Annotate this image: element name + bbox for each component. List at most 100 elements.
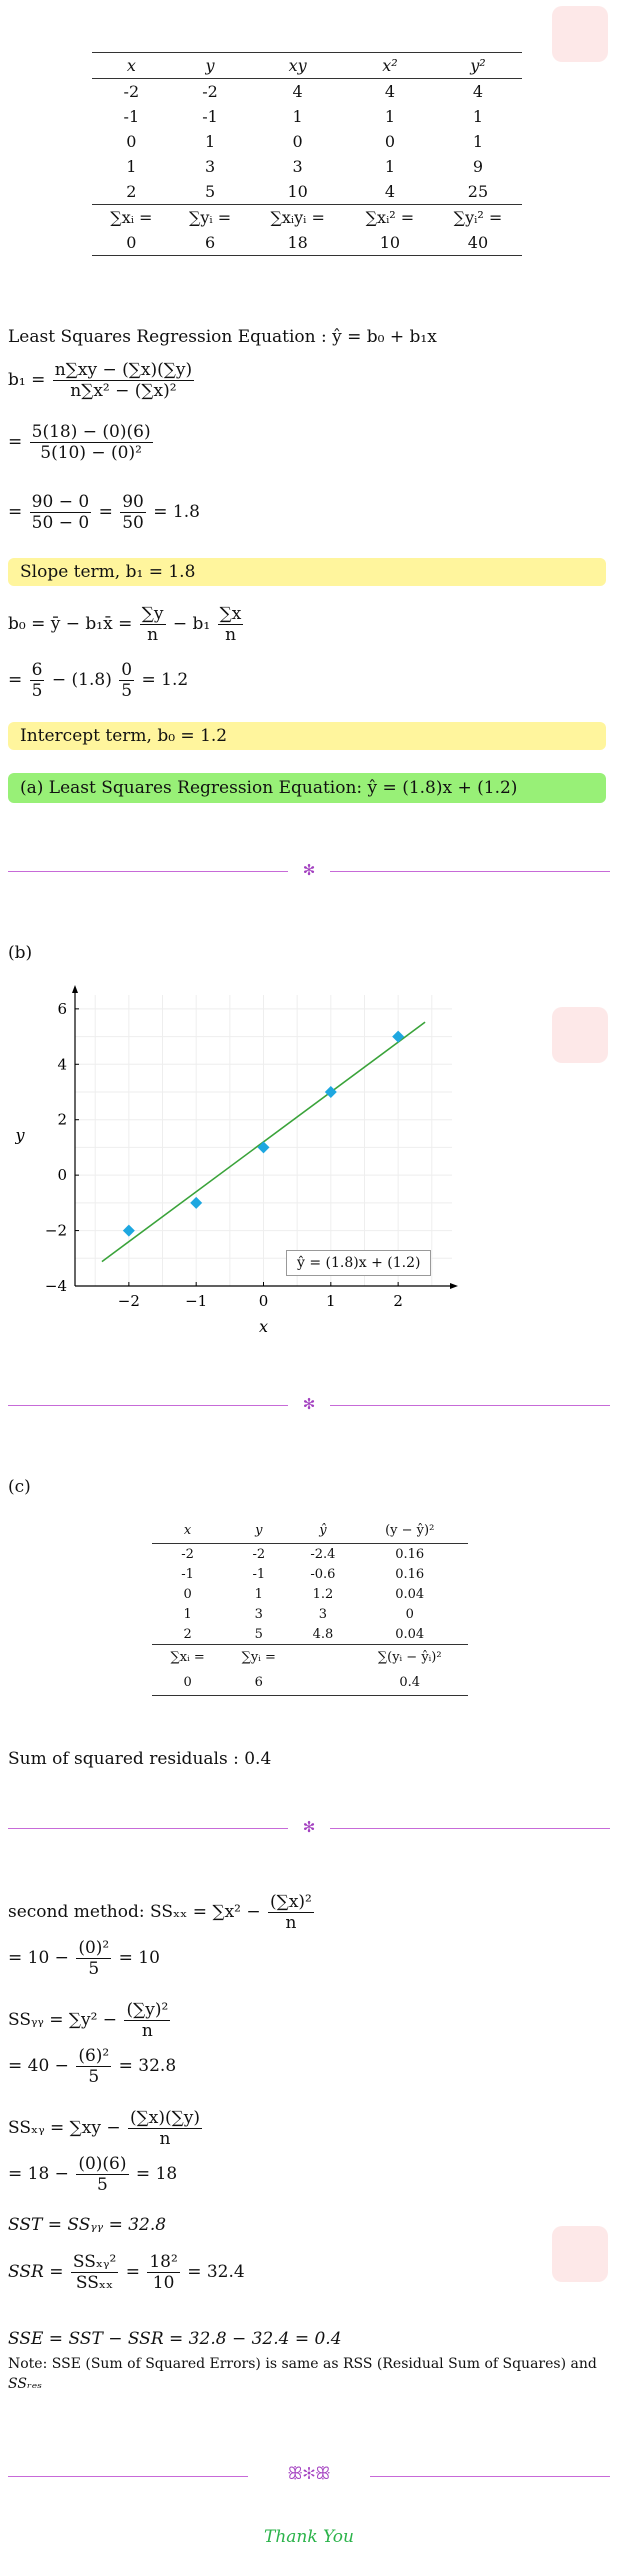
table-cell: 1.2 xyxy=(312,1586,334,1602)
ssxy-fraction: (∑x)(∑y) n xyxy=(128,2108,203,2149)
denominator: 5 xyxy=(31,681,43,701)
denominator: n xyxy=(159,2129,171,2149)
table-cell: -2 xyxy=(181,1546,194,1562)
table-cell: 4 xyxy=(292,82,303,101)
table-cell: 0.16 xyxy=(395,1546,425,1562)
x-tick-label: 1 xyxy=(326,1292,336,1310)
numerator: ∑y xyxy=(139,604,166,625)
ssxy-step-fraction: (0)(6) 5 xyxy=(76,2154,129,2195)
x-tick-label: 0 xyxy=(259,1292,269,1310)
header-cell: ŷ xyxy=(319,1523,327,1538)
sum-label: ∑yᵢ² = xyxy=(453,208,503,227)
table-cell: 5 xyxy=(254,1626,263,1642)
table-cell: 25 xyxy=(467,182,489,201)
denominator: 50 xyxy=(122,513,144,533)
table-header-row: x y xy x² y² xyxy=(92,52,522,79)
sum-label: ∑xᵢyᵢ = xyxy=(270,208,325,227)
b1-step2-fraction: 90 − 0 50 − 0 xyxy=(29,492,92,533)
sum-label xyxy=(294,1645,351,1671)
numerator: 90 xyxy=(120,492,146,513)
numerator: (∑x)(∑y) xyxy=(128,2108,203,2129)
sum-value: 0.4 xyxy=(399,1675,421,1690)
table-cell: 0 xyxy=(384,132,395,151)
denominator: 5(10) − (0)² xyxy=(40,443,142,463)
header-cell: y xyxy=(255,1523,263,1538)
ssxx-step: = 10 − (0)² 5 = 10 xyxy=(8,1938,160,1979)
b1-fraction: n∑xy − (∑x)(∑y) n∑x² − (∑x)² xyxy=(52,360,195,401)
y-axis-label: y xyxy=(14,1126,25,1145)
denominator: 10 xyxy=(152,2273,175,2293)
numerator: (6)² xyxy=(76,2046,112,2067)
ssyy-step-lhs: = 40 − xyxy=(8,2056,69,2076)
table-cell: 3 xyxy=(254,1606,263,1622)
denominator: 50 − 0 xyxy=(31,513,90,533)
section-divider xyxy=(330,1828,610,1829)
table-row: -1 -1 1 1 1 xyxy=(92,104,522,129)
sum-value-row: 0 6 0.4 xyxy=(152,1670,468,1696)
footer-ornament-icon: ꕥ✻ꕥ xyxy=(287,2464,331,2484)
equals-sign: = xyxy=(125,2262,140,2282)
ssxx-lhs: second method: SSₓₓ = ∑x² − xyxy=(8,1902,261,1922)
table-cell: 0.16 xyxy=(395,1566,425,1582)
divider-ornament-icon: ✻ xyxy=(302,1395,316,1413)
numerator: 0 xyxy=(119,660,135,681)
numerator: SSₓᵧ² xyxy=(70,2252,119,2273)
b0-mid: − b₁ xyxy=(172,614,211,634)
ssxx-result: = 10 xyxy=(118,1948,160,1968)
b1-result: = 1.8 xyxy=(153,502,200,522)
sum-label-row: ∑xᵢ = ∑yᵢ = ∑(yᵢ − ŷᵢ)² xyxy=(152,1644,468,1671)
sum-value xyxy=(294,1670,351,1696)
sum-value: 6 xyxy=(204,233,216,252)
ssxy-formula: SSₓᵧ = ∑xy − (∑x)(∑y) n xyxy=(8,2108,204,2149)
sum-value-row: 0 6 18 10 40 xyxy=(92,230,522,256)
section-divider xyxy=(8,871,288,872)
sst-line: SST = SSᵧᵧ = 32.8 xyxy=(8,2215,167,2235)
x-tick-label: −2 xyxy=(118,1292,140,1310)
table-cell: 0 xyxy=(292,132,303,151)
divider-ornament-icon: ✻ xyxy=(302,1818,316,1836)
table-cell: -2 xyxy=(123,82,140,101)
table-cell: -1 xyxy=(123,107,140,126)
table-row: 1 3 3 0 xyxy=(152,1604,468,1624)
watermark-badge-icon xyxy=(552,1007,608,1063)
ssxx-step-lhs: = 10 − xyxy=(8,1948,69,1968)
sum-label: ∑yᵢ = xyxy=(241,1650,276,1665)
sum-label: ∑xᵢ² = xyxy=(365,208,415,227)
denominator: 5 xyxy=(88,1959,100,1979)
numerator: n∑xy − (∑x)(∑y) xyxy=(52,360,195,381)
denominator: n∑x² − (∑x)² xyxy=(70,381,177,401)
ssxy-step: = 18 − (0)(6) 5 = 18 xyxy=(8,2154,177,2195)
table-cell: 2 xyxy=(126,182,137,201)
y-axis-arrow-icon xyxy=(72,985,78,993)
table-cell: 10 xyxy=(287,182,308,201)
table-row: 0 1 0 0 1 xyxy=(92,129,522,154)
numerator: (∑y)² xyxy=(124,2000,171,2021)
ssr-formula: SSR = SSₓᵧ² SSₓₓ = 18² 10 = 32.4 xyxy=(8,2252,245,2293)
b0-step-mid: − (1.8) xyxy=(51,670,112,690)
ssyy-fraction: (∑y)² n xyxy=(124,2000,171,2041)
equals-sign: = xyxy=(8,670,23,690)
sum-label: ∑xᵢ = xyxy=(170,1650,205,1665)
lsr-equation-title: Least Squares Regression Equation : ŷ = … xyxy=(8,327,437,347)
denominator: n xyxy=(141,2021,153,2041)
table-cell: 0 xyxy=(183,1586,192,1602)
note-line-2: SSᵣₑₛ xyxy=(8,2376,42,2392)
numerator: 6 xyxy=(29,660,45,681)
watermark-badge-icon xyxy=(552,6,608,62)
sum-value: 0 xyxy=(183,1675,192,1690)
divider-ornament-icon: ✻ xyxy=(302,861,316,879)
sum-value: 6 xyxy=(254,1675,263,1690)
part-c-label: (c) xyxy=(8,1477,31,1497)
table-cell: 5 xyxy=(204,182,216,201)
ssxy-result: = 18 xyxy=(135,2164,178,2184)
data-point xyxy=(190,1196,203,1209)
sum-label-row: ∑xᵢ = ∑yᵢ = ∑xᵢyᵢ = ∑xᵢ² = ∑yᵢ² = xyxy=(92,204,522,231)
ssxx-step-fraction: (0)² 5 xyxy=(76,1938,112,1979)
table-cell: 1 xyxy=(126,157,137,176)
table-cell: 0 xyxy=(126,132,137,151)
table-cell: 1 xyxy=(254,1586,263,1602)
y-tick-label: 6 xyxy=(57,1000,67,1018)
numerator: (0)(6) xyxy=(76,2154,129,2175)
header-cell: x xyxy=(183,1523,192,1538)
